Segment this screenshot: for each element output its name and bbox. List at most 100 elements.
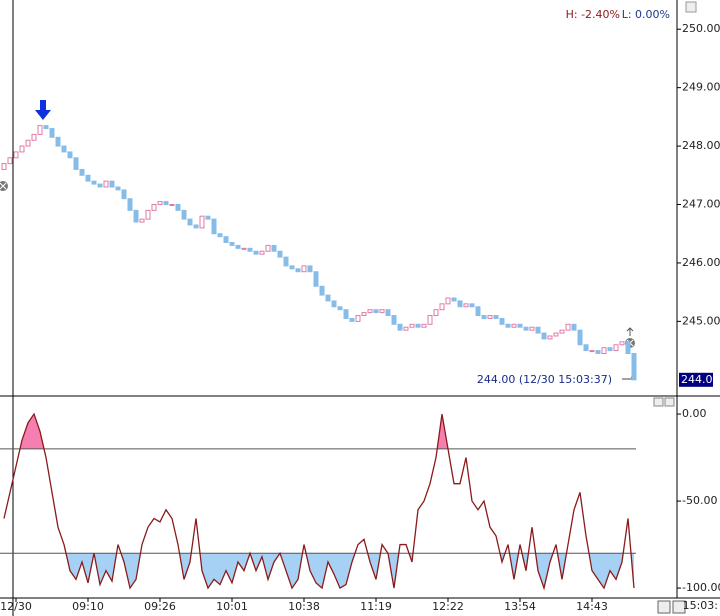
- indicator-line: [3, 412, 635, 591]
- candle: [61, 145, 67, 153]
- candle: [301, 265, 307, 273]
- candle: [277, 250, 283, 258]
- candle: [337, 306, 343, 311]
- candle: [625, 341, 631, 355]
- candle: [607, 347, 613, 352]
- candle: [481, 315, 487, 319]
- candle: [577, 329, 583, 346]
- signal-arrow: [35, 100, 51, 120]
- high-label: H: -2.40%: [566, 8, 620, 21]
- candle: [133, 209, 139, 223]
- candle: [457, 300, 463, 308]
- candle: [55, 136, 61, 147]
- candle: [265, 244, 271, 252]
- candle: [391, 315, 397, 325]
- candle: [79, 168, 85, 176]
- candle: [421, 323, 427, 328]
- candle: [553, 332, 559, 337]
- candle: [157, 201, 163, 206]
- candle: [295, 268, 301, 273]
- candle: [313, 271, 319, 287]
- candle: [469, 303, 475, 308]
- candle: [547, 335, 553, 340]
- candle: [121, 189, 127, 200]
- candle: [91, 180, 97, 185]
- candle: [595, 350, 601, 355]
- candle: [247, 247, 253, 252]
- candle: [151, 204, 157, 211]
- candle: [97, 183, 103, 188]
- candle: [241, 247, 247, 250]
- candle: [535, 326, 541, 334]
- x-tick-label: 14:43: [576, 600, 608, 613]
- candle: [409, 323, 415, 328]
- candle: [349, 317, 355, 322]
- candle: [13, 151, 19, 159]
- panel-button[interactable]: [685, 1, 697, 13]
- candle: [283, 256, 289, 267]
- candle: [175, 204, 181, 211]
- maximize-button[interactable]: [664, 397, 675, 407]
- candle: [289, 265, 295, 270]
- candle: [115, 186, 121, 191]
- candle: [601, 347, 607, 355]
- y-tick-label: 248.00: [682, 139, 720, 152]
- candle: [505, 323, 511, 328]
- candle: [565, 323, 571, 331]
- x-tick-label: 11:19: [360, 600, 392, 613]
- y-tick-label: -50.00: [682, 494, 717, 507]
- candle: [325, 294, 331, 302]
- candle: [307, 265, 313, 273]
- candle: [373, 309, 379, 314]
- candle: [613, 344, 619, 352]
- x-tick-label: 09:26: [144, 600, 176, 613]
- candle: [319, 285, 325, 296]
- minimize-button[interactable]: [653, 397, 664, 407]
- candle: [235, 244, 241, 249]
- last-price-box: [679, 372, 713, 387]
- zoom-button[interactable]: [672, 600, 686, 614]
- candle: [73, 157, 79, 170]
- candle: [433, 309, 439, 317]
- candle: [367, 309, 373, 314]
- low-label: L: 0.00%: [622, 8, 670, 21]
- candle: [523, 326, 529, 331]
- candle: [37, 125, 43, 135]
- y-tick-label: 250.00: [682, 22, 720, 35]
- candle: [31, 133, 37, 141]
- candle: [253, 250, 259, 255]
- candle: [187, 218, 193, 226]
- candle: [343, 309, 349, 319]
- x-tick-label: 09:10: [72, 600, 104, 613]
- x-tick-label: 12/30: [0, 600, 32, 613]
- candle: [67, 151, 73, 159]
- candle: [139, 218, 145, 223]
- y-tick-label: 246.00: [682, 256, 720, 269]
- candle: [7, 157, 13, 165]
- candle: [49, 128, 55, 138]
- candle: [559, 329, 565, 334]
- candle: [499, 317, 505, 325]
- candle: [619, 341, 625, 346]
- candle: [631, 353, 637, 381]
- left-marker: [0, 181, 8, 191]
- y-tick-label: -100.00: [682, 581, 720, 594]
- y-tick-label: 245.00: [682, 314, 720, 327]
- candle: [397, 323, 403, 331]
- candle: [571, 323, 577, 331]
- candle: [109, 180, 115, 188]
- candle: [193, 224, 199, 229]
- edit-button[interactable]: [657, 600, 671, 614]
- candle: [85, 174, 91, 182]
- candle: [403, 326, 409, 331]
- candle: [415, 323, 421, 328]
- last-price-label: 244.00: [681, 373, 720, 386]
- x-tick-label: 13:54: [504, 600, 536, 613]
- x-tick-label: 10:38: [288, 600, 320, 613]
- current-time-label: 15:03:: [683, 599, 718, 612]
- candle: [1, 163, 7, 170]
- candle: [223, 236, 229, 243]
- candle: [259, 250, 265, 255]
